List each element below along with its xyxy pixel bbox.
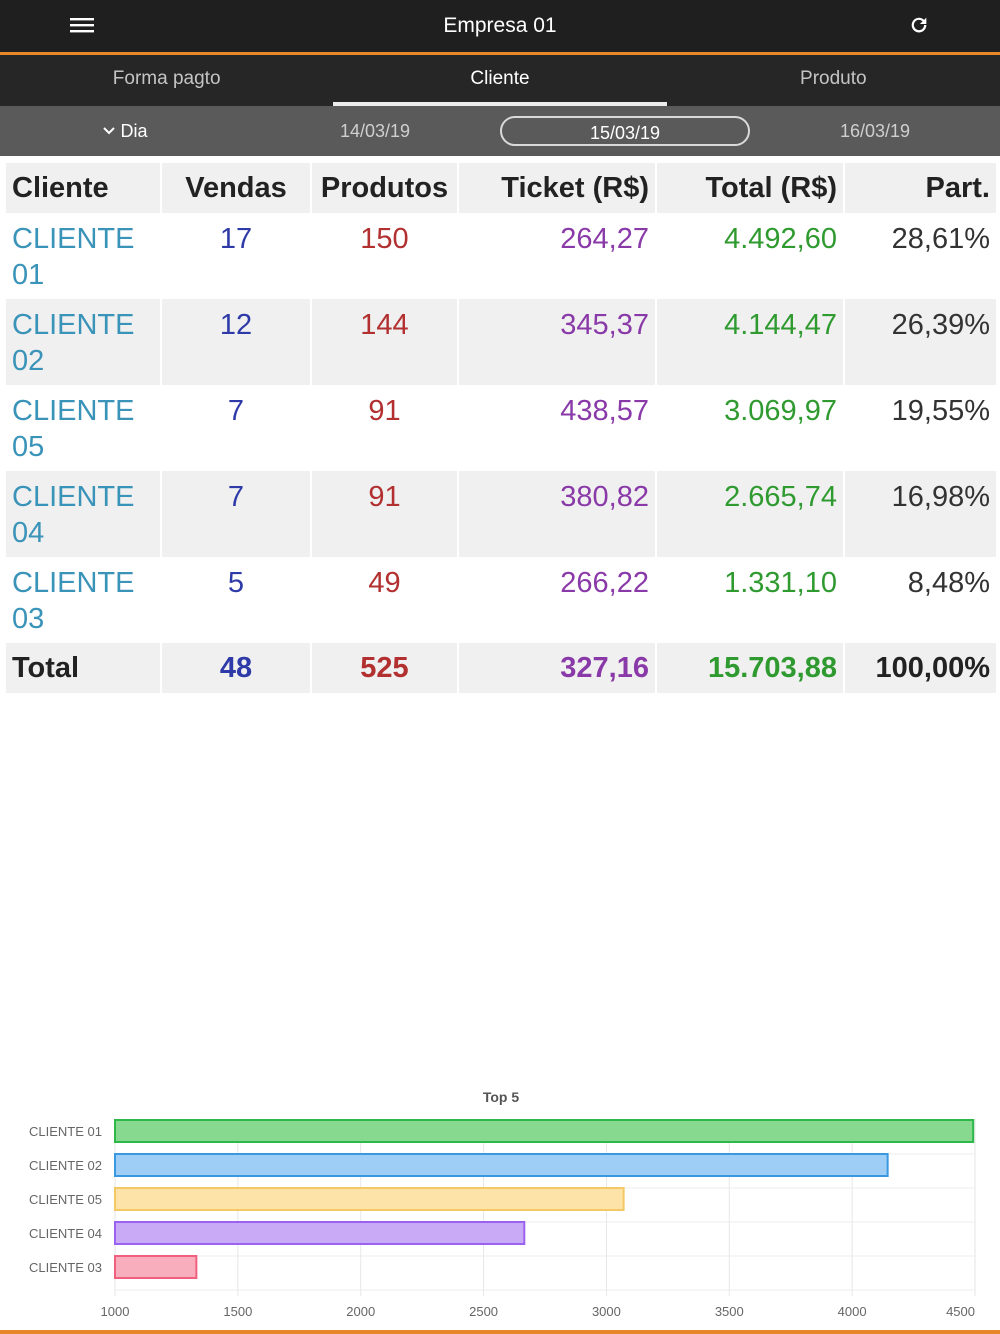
x-tick-label: 1000 — [101, 1304, 130, 1319]
table-total-row: Total 48 525 327,16 15.703,88 100,00% — [6, 643, 996, 693]
header-part[interactable]: Part. — [843, 163, 996, 213]
table-row[interactable]: CLIENTE 05 7 91 438,57 3.069,97 19,55% — [6, 385, 996, 471]
cell-total: 2.665,74 — [655, 471, 844, 557]
menu-button[interactable] — [62, 10, 102, 40]
bar-cliente-01[interactable] — [114, 1119, 975, 1143]
bar-cliente-04[interactable] — [114, 1221, 526, 1245]
header-vendas[interactable]: Vendas — [160, 163, 311, 213]
cell-vendas: 7 — [160, 471, 311, 557]
category-label: CLIENTE 01 — [29, 1124, 102, 1139]
cell-total: 1.331,10 — [655, 557, 844, 643]
chart-title: Top 5 — [483, 1089, 520, 1105]
prev-date[interactable]: 14/03/19 — [339, 120, 411, 141]
x-tick-label: 2000 — [346, 1304, 375, 1319]
x-tick-label: 4500 — [946, 1304, 975, 1319]
total-label: Total — [6, 643, 161, 693]
cell-part: 8,48% — [843, 557, 996, 643]
table-header-row: Cliente Vendas Produtos Ticket (R$) Tota… — [6, 163, 996, 213]
cell-vendas: 12 — [160, 299, 311, 385]
cell-ticket: 264,27 — [457, 213, 656, 299]
cell-cliente: CLIENTE 02 — [6, 299, 161, 385]
category-label: CLIENTE 03 — [29, 1260, 102, 1275]
cell-vendas: 5 — [160, 557, 311, 643]
period-label: Dia — [120, 120, 148, 141]
cell-ticket: 438,57 — [457, 385, 656, 471]
x-tick-label: 2500 — [469, 1304, 498, 1319]
cell-ticket: 380,82 — [457, 471, 656, 557]
cell-produtos: 91 — [310, 385, 458, 471]
header-cliente[interactable]: Cliente — [6, 163, 161, 213]
cell-produtos: 49 — [310, 557, 458, 643]
cell-ticket: 345,37 — [457, 299, 656, 385]
total-vendas: 48 — [160, 643, 311, 693]
refresh-icon — [911, 17, 927, 33]
cell-vendas: 7 — [160, 385, 311, 471]
cell-part: 28,61% — [843, 213, 996, 299]
bottom-accent-bar — [0, 1330, 1000, 1334]
table-row[interactable]: CLIENTE 04 7 91 380,82 2.665,74 16,98% — [6, 471, 996, 557]
header-ticket[interactable]: Ticket (R$) — [457, 163, 656, 213]
header-total[interactable]: Total (R$) — [655, 163, 844, 213]
x-tick-label: 4000 — [838, 1304, 867, 1319]
cell-produtos: 144 — [310, 299, 458, 385]
refresh-button[interactable] — [900, 8, 938, 42]
bar-cliente-02[interactable] — [114, 1153, 889, 1177]
app-bar: Empresa 01 — [0, 0, 1000, 55]
tab-produto[interactable]: Produto — [800, 68, 867, 89]
total-total: 15.703,88 — [655, 643, 844, 693]
cell-produtos: 91 — [310, 471, 458, 557]
chart-x-tick-labels: 1000 1500 2000 2500 3000 3500 4000 4500 — [101, 1304, 975, 1319]
category-label: CLIENTE 04 — [29, 1226, 102, 1241]
current-date[interactable]: 15/03/19 — [500, 116, 750, 146]
cell-total: 4.492,60 — [655, 213, 844, 299]
cell-cliente: CLIENTE 05 — [6, 385, 161, 471]
chart-bars — [114, 1119, 975, 1279]
table-row[interactable]: CLIENTE 03 5 49 266,22 1.331,10 8,48% — [6, 557, 996, 643]
current-date-label: 15/03/19 — [500, 116, 750, 146]
page-title: Empresa 01 — [443, 14, 557, 37]
cell-ticket: 266,22 — [457, 557, 656, 643]
cell-total: 4.144,47 — [655, 299, 844, 385]
sales-table: Cliente Vendas Produtos Ticket (R$) Tota… — [6, 163, 996, 693]
total-part: 100,00% — [843, 643, 996, 693]
cell-produtos: 150 — [310, 213, 458, 299]
menu-icon — [70, 18, 94, 33]
cell-cliente: CLIENTE 04 — [6, 471, 161, 557]
category-label: CLIENTE 05 — [29, 1192, 102, 1207]
x-tick-label: 1500 — [223, 1304, 252, 1319]
cell-part: 16,98% — [843, 471, 996, 557]
table-row[interactable]: CLIENTE 02 12 144 345,37 4.144,47 26,39% — [6, 299, 996, 385]
total-ticket: 327,16 — [457, 643, 656, 693]
x-tick-label: 3000 — [592, 1304, 621, 1319]
period-dropdown[interactable]: Dia — [0, 121, 250, 142]
tab-bar: Forma pagto Cliente Produto — [0, 55, 1000, 106]
category-label: CLIENTE 02 — [29, 1158, 102, 1173]
table-row[interactable]: CLIENTE 01 17 150 264,27 4.492,60 28,61% — [6, 213, 996, 299]
header-produtos[interactable]: Produtos — [310, 163, 458, 213]
bar-cliente-03[interactable] — [114, 1255, 198, 1279]
cell-part: 19,55% — [843, 385, 996, 471]
bar-cliente-05[interactable] — [114, 1187, 625, 1211]
tab-forma-pagto[interactable]: Forma pagto — [112, 68, 221, 89]
cell-cliente: CLIENTE 01 — [6, 213, 161, 299]
date-navigator: Dia 14/03/19 15/03/19 16/03/19 — [0, 106, 1000, 156]
cell-part: 26,39% — [843, 299, 996, 385]
cell-cliente: CLIENTE 03 — [6, 557, 161, 643]
cell-vendas: 17 — [160, 213, 311, 299]
tab-cliente[interactable]: Cliente — [333, 55, 667, 106]
x-tick-label: 3500 — [715, 1304, 744, 1319]
cell-total: 3.069,97 — [655, 385, 844, 471]
next-date[interactable]: 16/03/19 — [839, 120, 911, 141]
chart-category-labels: CLIENTE 01 CLIENTE 02 CLIENTE 05 CLIENTE 04… — [29, 1124, 102, 1275]
total-produtos: 525 — [310, 643, 458, 693]
chevron-down-icon — [103, 127, 116, 135]
